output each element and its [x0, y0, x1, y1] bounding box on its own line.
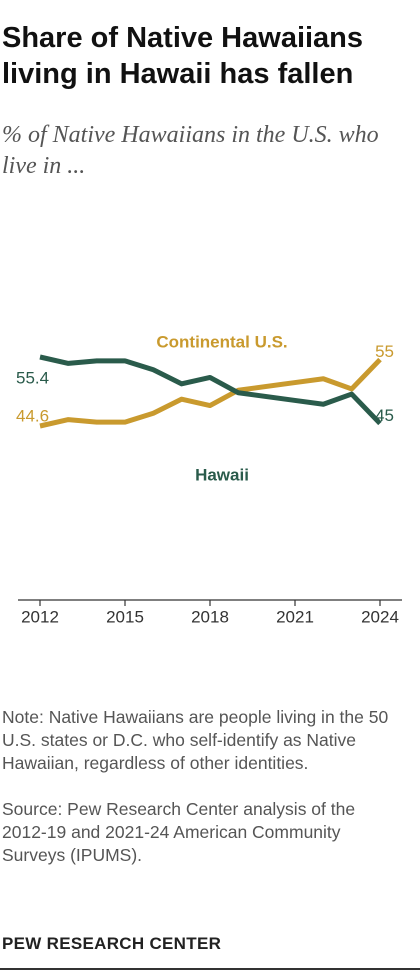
data-label: 55	[375, 342, 394, 361]
chart-subtitle: % of Native Hawaiians in the U.S. who li…	[2, 122, 379, 179]
x-tick-label: 2021	[276, 607, 314, 626]
note: Note: Native Hawaiians are people living…	[2, 707, 389, 773]
series-line	[39, 357, 382, 429]
chart-title: Share of Native Hawaiians living in Hawa…	[2, 22, 364, 90]
data-label: 45	[375, 406, 394, 425]
bottom-rule	[0, 968, 420, 970]
data-label: 44.6	[16, 406, 49, 425]
x-tick-label: 2018	[191, 607, 229, 626]
x-tick-label: 2015	[106, 607, 144, 626]
x-tick-label: 2012	[21, 607, 59, 626]
chart: 2012 2015 2018 2021 2024 Continental U.S. Hawa…	[16, 332, 402, 626]
source: Source: Pew Research Center analysis of …	[2, 799, 356, 865]
series-label: Hawaii	[195, 465, 249, 484]
x-tick-label: 2024	[361, 607, 399, 626]
series-label: Continental U.S.	[156, 332, 287, 351]
footer: PEW RESEARCH CENTER	[2, 934, 222, 953]
data-label: 55.4	[16, 368, 49, 387]
series-line	[39, 354, 382, 426]
